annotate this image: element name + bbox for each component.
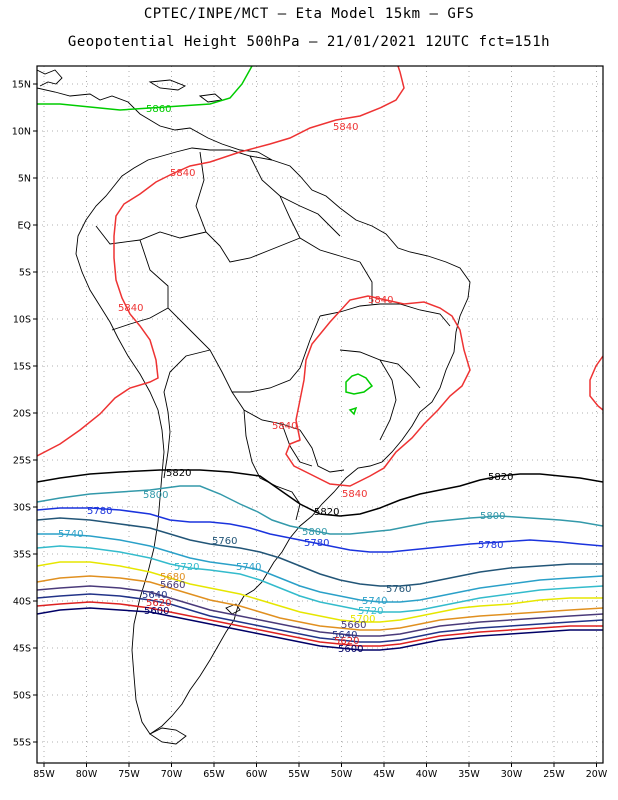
- contour-5840-east: [589, 355, 603, 411]
- contour-label: 5640: [142, 590, 167, 601]
- coastlines: [37, 69, 471, 745]
- yucatan-coast: [37, 69, 63, 87]
- contour-label: 5600: [144, 606, 169, 617]
- falklands: [225, 603, 241, 615]
- contour-label: 5680: [160, 572, 185, 583]
- latitude-label: 50S: [13, 691, 31, 702]
- contour-label: 5800: [143, 490, 168, 501]
- latitude-label: 20S: [13, 409, 31, 420]
- contour-label: 5620: [334, 636, 359, 647]
- latitude-label: 15N: [12, 80, 31, 91]
- contour-5720: [37, 545, 603, 613]
- contour-label: 5840: [333, 122, 358, 133]
- longitude-label: 40W: [416, 769, 438, 780]
- caribbean-islands: [148, 79, 224, 103]
- contour-5780: [37, 507, 603, 553]
- longitude-label: 85W: [33, 769, 55, 780]
- longitude-label: 60W: [246, 769, 268, 780]
- contour-label: 5840: [118, 303, 143, 314]
- contour-label: 5740: [236, 562, 261, 573]
- longitude-label: 20W: [586, 769, 608, 780]
- central-america-coast: [37, 87, 273, 161]
- contour-5840-south: [285, 295, 471, 487]
- latitude-label: 40S: [13, 597, 31, 608]
- contour-label: 5740: [362, 596, 387, 607]
- longitude-label: 70W: [161, 769, 183, 780]
- longitude-label: 65W: [203, 769, 225, 780]
- contour-label: 5620: [146, 598, 171, 609]
- chart-title: CPTEC/INPE/MCT – Eta Model 15km – GFS: [143, 6, 475, 22]
- latitude-label: 5S: [19, 268, 31, 279]
- latitude-label: 25S: [13, 456, 31, 467]
- latitude-label: 10N: [12, 127, 31, 138]
- country-borders: [95, 151, 451, 521]
- contour-5860: [37, 66, 253, 111]
- south-america-coast: [75, 147, 471, 735]
- longitude-axis: 85W 80W 75W 70W 65W 60W 55W 50W 45W 40W 35W 30W 25W 2…: [33, 763, 608, 780]
- contour-label: 5800: [480, 511, 505, 522]
- latitude-label: 5N: [18, 174, 31, 185]
- longitude-label: 45W: [373, 769, 395, 780]
- contour-label: 5780: [87, 506, 112, 517]
- contour-label: 5760: [386, 584, 411, 595]
- latitude-axis: 15N 10N 5N EQ 5S 10S 15S 20S 25S 30S 35S 40S 45S 50S 5…: [12, 80, 37, 749]
- map-frame: [36, 65, 604, 764]
- latitude-label: 35S: [13, 550, 31, 561]
- contour-5820: [37, 469, 603, 517]
- contour-5680: [37, 575, 603, 631]
- contour-label: 5660: [160, 580, 185, 591]
- contour-label: 5840: [342, 489, 367, 500]
- contour-label: 5820: [488, 472, 513, 483]
- contour-label: 5660: [341, 620, 366, 631]
- contour-label: 5700: [350, 614, 375, 625]
- contour-label: 5780: [478, 540, 503, 551]
- contour-5660: [37, 585, 603, 637]
- contour-label: 5840: [170, 168, 195, 179]
- contour-label: 5720: [174, 562, 199, 573]
- contour-label: 5820: [314, 507, 339, 518]
- contour-label: 5740: [58, 529, 83, 540]
- graticule: [37, 66, 603, 763]
- contour-5600: [37, 607, 603, 651]
- longitude-label: 50W: [331, 769, 353, 780]
- contour-label: 5760: [212, 536, 237, 547]
- contour-5620: [37, 601, 603, 647]
- longitude-label: 55W: [288, 769, 310, 780]
- latitude-label: 10S: [13, 315, 31, 326]
- latitude-label: 30S: [13, 503, 31, 514]
- contour-label: 5840: [272, 421, 297, 432]
- latitude-label: EQ: [18, 221, 31, 232]
- latitude-label: 45S: [13, 644, 31, 655]
- contour-label: 5640: [332, 630, 357, 641]
- contour-label: 5860: [146, 104, 171, 115]
- contour-5840: [37, 66, 405, 457]
- tierra-del-fuego: [149, 727, 187, 745]
- contour-label: 5780: [304, 538, 329, 549]
- longitude-label: 30W: [501, 769, 523, 780]
- contour-5760: [37, 517, 603, 587]
- longitude-label: 35W: [458, 769, 480, 780]
- longitude-label: 25W: [543, 769, 565, 780]
- longitude-label: 75W: [118, 769, 140, 780]
- contour-label: 5840: [368, 295, 393, 306]
- contour-label: 5720: [358, 606, 383, 617]
- latitude-label: 55S: [13, 738, 31, 749]
- latitude-label: 15S: [13, 362, 31, 373]
- contour-label: 5600: [338, 644, 363, 655]
- contour-label: 5800: [302, 527, 327, 538]
- contour-5860-island: [345, 373, 374, 416]
- contour-5740: [37, 533, 603, 603]
- contour-5700: [37, 561, 603, 623]
- contour-5640: [37, 593, 603, 643]
- longitude-label: 80W: [76, 769, 98, 780]
- contour-5800: [37, 485, 603, 535]
- chart-subtitle: Geopotential Height 500hPa – 21/01/2021 …: [67, 34, 551, 50]
- contour-label: 5820: [166, 468, 191, 479]
